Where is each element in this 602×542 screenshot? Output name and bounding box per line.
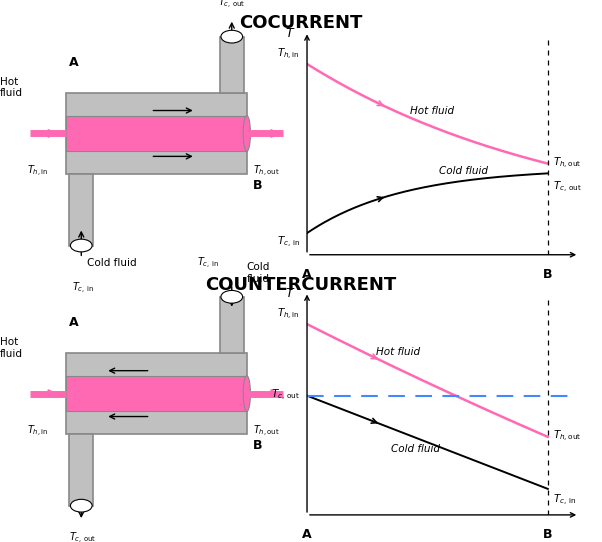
Text: $T_{c,\,\mathrm{out}}$: $T_{c,\,\mathrm{out}}$ [69,531,96,542]
Text: $T_{c,\,\mathrm{in}}$: $T_{c,\,\mathrm{in}}$ [72,281,94,296]
Text: $T_{h,\mathrm{in}}$: $T_{h,\mathrm{in}}$ [277,47,300,62]
Bar [66,376,247,411]
Text: $T_{h,\mathrm{out}}$: $T_{h,\mathrm{out}}$ [253,424,280,439]
Text: B: B [543,268,553,281]
Text: Hot
fluid: Hot fluid [0,77,23,99]
Text: A: A [302,268,312,281]
Bar [220,37,244,93]
Text: $T_{h,\mathrm{in}}$: $T_{h,\mathrm{in}}$ [27,424,49,439]
Text: $T_{h,\mathrm{in}}$: $T_{h,\mathrm{in}}$ [277,307,300,322]
Text: COUNTERCURRENT: COUNTERCURRENT [205,276,397,294]
Text: $T_{c,\,\mathrm{out}}$: $T_{c,\,\mathrm{out}}$ [271,388,300,403]
Text: Cold fluid: Cold fluid [439,166,488,176]
Bar [220,297,244,353]
Text: $T_{c,\,\mathrm{in}}$: $T_{c,\,\mathrm{in}}$ [553,493,576,508]
Text: Cold fluid: Cold fluid [391,444,440,454]
Text: $T_{c,\,\mathrm{in}}$: $T_{c,\,\mathrm{in}}$ [197,256,219,272]
Ellipse shape [221,30,243,43]
Ellipse shape [243,376,250,411]
Text: Hot
fluid: Hot fluid [0,337,23,359]
Text: Cold
fluid: Cold fluid [247,262,270,284]
Bar [66,353,247,434]
Text: Cold fluid: Cold fluid [87,259,137,268]
Text: A: A [69,56,79,69]
Ellipse shape [243,115,250,151]
Bar [66,115,247,151]
Text: $T$: $T$ [285,287,295,300]
Text: B: B [253,179,262,192]
Text: B: B [253,440,262,453]
Ellipse shape [70,239,92,252]
Text: $T_{h,\mathrm{out}}$: $T_{h,\mathrm{out}}$ [253,164,280,179]
Bar [66,93,247,174]
Text: $T$: $T$ [285,27,295,40]
Text: $T_{h,\mathrm{out}}$: $T_{h,\mathrm{out}}$ [553,156,581,171]
Text: $T_{c,\,\mathrm{in}}$: $T_{c,\,\mathrm{in}}$ [276,235,300,250]
Text: $T_{c,\,\mathrm{out}}$: $T_{c,\,\mathrm{out}}$ [553,180,582,195]
Text: A: A [302,528,312,541]
Text: COCURRENT: COCURRENT [240,14,362,31]
Ellipse shape [70,499,92,512]
Text: Hot fluid: Hot fluid [376,347,421,357]
Text: $T_{h,\mathrm{in}}$: $T_{h,\mathrm{in}}$ [27,164,49,179]
Text: $T_{h,\mathrm{out}}$: $T_{h,\mathrm{out}}$ [553,429,581,444]
Text: A: A [69,316,79,329]
Bar [69,174,93,246]
Text: B: B [543,528,553,541]
Text: $T_{c,\,\mathrm{out}}$: $T_{c,\,\mathrm{out}}$ [218,0,246,11]
Ellipse shape [221,291,243,303]
Bar [69,434,93,506]
Text: Hot fluid: Hot fluid [410,106,455,117]
